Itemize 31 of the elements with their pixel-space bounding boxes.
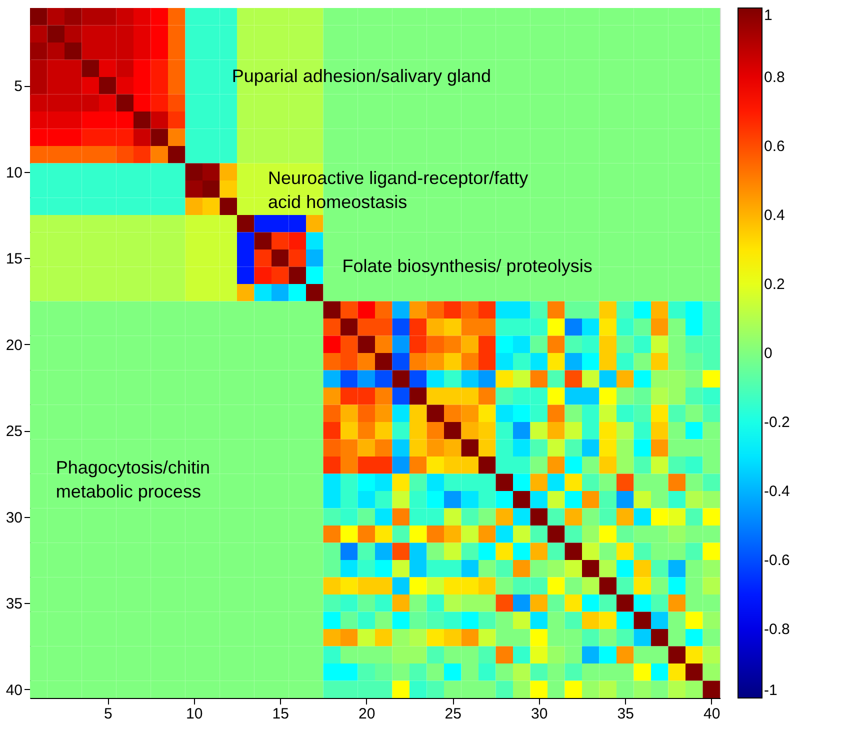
color-bar-label: -0.2 [764,414,790,431]
color-bar-label: 0.6 [764,138,785,155]
color-bar-label: 0.8 [764,69,785,86]
color-bar-label: -0.6 [764,552,790,569]
x-tick-label: 5 [104,706,112,722]
annotation: Phagocytosis/chitin metabolic process [56,458,210,502]
y-tick-label: 35 [6,596,22,613]
y-tick-label: 10 [6,164,22,182]
y-tick-label: 30 [6,509,22,526]
x-tick-label: 10 [186,706,203,722]
color-bar-label: -1 [764,682,778,699]
y-tick-label: 40 [6,682,22,699]
x-tick-label: 40 [704,706,720,722]
x-tick-label: 30 [531,706,548,722]
color-bar-label: 0.4 [764,207,785,224]
annotation: Neuroactive ligand-receptor/fatty acid homeostasis [268,168,528,212]
x-tick-label: 25 [444,706,462,722]
x-tick-label: 35 [617,706,634,722]
color-bar-label: 1 [764,7,772,24]
y-tick-label: 15 [6,250,22,268]
y-tick-label: 20 [6,336,22,354]
color-bar-label: 0 [764,345,772,362]
annotation: Folate biosynthesis/ proteolysis [342,256,592,276]
y-tick-label: 5 [14,78,22,96]
x-tick-label: 15 [272,706,289,722]
x-tick-label: 20 [358,706,376,722]
annotation: Puparial adhesion/salivary gland [232,66,491,86]
color-bar-label: -0.8 [764,621,790,638]
y-tick-label: 25 [6,423,22,440]
color-bar-label: 0.2 [764,276,785,293]
color-bar-label: -0.4 [764,483,790,500]
